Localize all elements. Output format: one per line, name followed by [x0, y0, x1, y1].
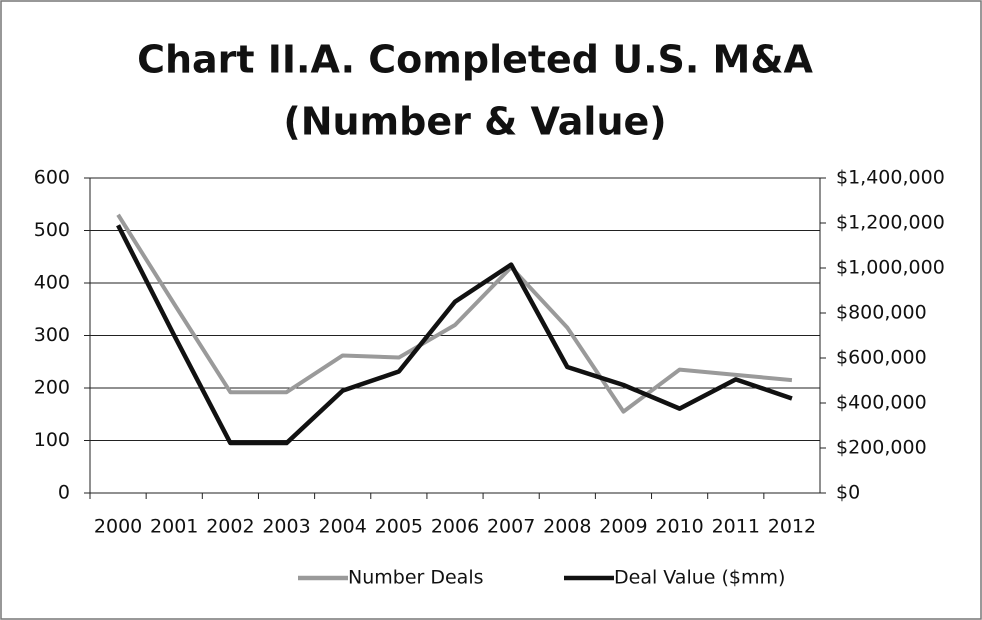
x-tick-label: 2009 [599, 516, 647, 538]
y2-tick-label: $400,000 [836, 392, 927, 414]
x-tick-label: 2003 [262, 516, 310, 538]
y-tick-label: 600 [34, 167, 70, 189]
line-series [116, 224, 793, 446]
chart-title: Chart II.A. Completed U.S. M&A [137, 38, 813, 82]
x-tick-label: 2010 [655, 516, 703, 538]
y-tick-label: 0 [58, 482, 70, 504]
legend-label: Number Deals [348, 567, 484, 589]
y2-tick-label: $600,000 [836, 347, 927, 369]
x-tick-label: 2008 [543, 516, 591, 538]
line-series [116, 213, 793, 414]
y2-tick-label: $1,400,000 [836, 167, 945, 189]
x-tick-label: 2007 [487, 516, 535, 538]
x-tick-label: 2005 [375, 516, 423, 538]
x-tick-label: 2004 [319, 516, 367, 538]
y-tick-label: 100 [34, 429, 70, 451]
x-tick-label: 2011 [712, 516, 760, 538]
chart-title: (Number & Value) [283, 100, 666, 144]
y2-tick-label: $1,000,000 [836, 257, 945, 279]
y2-tick-label: $0 [836, 482, 860, 504]
x-tick-label: 2006 [431, 516, 479, 538]
y2-tick-label: $200,000 [836, 437, 927, 459]
y-tick-label: 300 [34, 324, 70, 346]
y-tick-label: 400 [34, 272, 70, 294]
x-tick-label: 2001 [150, 516, 198, 538]
legend-label: Deal Value ($mm) [614, 567, 785, 589]
x-tick-label: 2002 [206, 516, 254, 538]
y-tick-label: 200 [34, 377, 70, 399]
x-tick-label: 2000 [94, 516, 142, 538]
x-tick-label: 2012 [768, 516, 816, 538]
y-tick-label: 500 [34, 219, 70, 241]
y2-tick-label: $1,200,000 [836, 212, 945, 234]
y2-tick-label: $800,000 [836, 302, 927, 324]
